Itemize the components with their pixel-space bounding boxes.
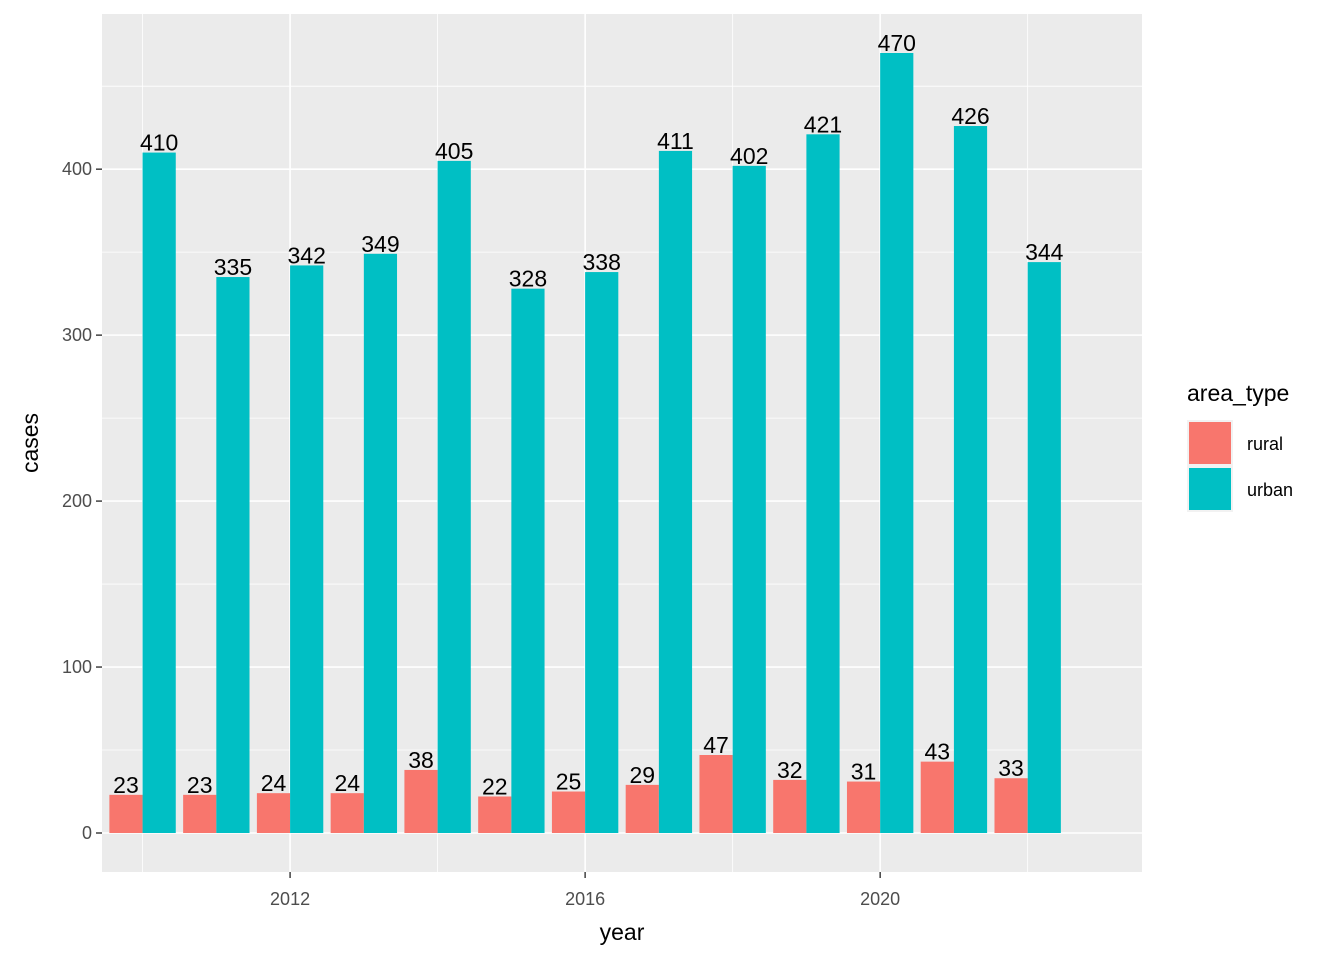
data-label-rural: 33 (998, 755, 1024, 781)
data-label-urban: 405 (435, 138, 473, 164)
y-tick-label: 200 (62, 491, 92, 511)
y-tick-label: 300 (62, 325, 92, 345)
x-axis-title: year (600, 919, 645, 945)
x-tick-label: 2016 (565, 889, 605, 909)
legend-key-rural (1189, 422, 1231, 464)
legend-key-urban (1189, 468, 1231, 510)
bar-rural (699, 755, 733, 833)
data-label-rural: 23 (113, 772, 139, 798)
bar-urban (880, 53, 914, 833)
x-tick-label: 2020 (860, 889, 900, 909)
bar-rural (183, 794, 217, 833)
data-label-rural: 22 (482, 773, 508, 799)
legend-title: area_type (1187, 380, 1289, 406)
bar-rural (846, 781, 881, 833)
bar-rural (256, 793, 291, 833)
data-label-urban: 335 (214, 254, 252, 280)
bar-urban (732, 165, 766, 833)
bar-urban (290, 265, 324, 833)
data-label-urban: 344 (1025, 239, 1064, 265)
x-axis: 2012 2016 2020 (270, 872, 900, 909)
bar-urban (142, 152, 176, 833)
data-label-rural: 38 (408, 747, 434, 773)
bar-rural (330, 793, 364, 833)
bar-urban (216, 277, 250, 833)
data-label-urban: 411 (657, 128, 694, 154)
y-tick-label: 0 (82, 823, 92, 843)
data-label-urban: 421 (804, 111, 842, 137)
bars (109, 53, 1061, 834)
data-label-urban: 342 (287, 242, 325, 268)
bar-rural (994, 778, 1028, 833)
data-label-urban: 328 (509, 266, 547, 292)
bar-urban (363, 253, 398, 833)
bar-urban (511, 288, 545, 834)
y-tick-label: 400 (62, 159, 92, 179)
bar-urban (437, 160, 471, 834)
data-label-rural: 24 (261, 770, 287, 796)
data-label-urban: 410 (140, 130, 178, 156)
data-label-rural: 23 (187, 772, 213, 798)
data-labels: 23 410 23 335 24 342 24 349 38 405 22 328 25 338 29 411… (113, 30, 1063, 799)
bar-rural (551, 791, 586, 833)
data-label-rural: 32 (777, 757, 803, 783)
data-label-rural: 47 (703, 732, 729, 758)
data-label-urban: 470 (878, 30, 916, 56)
bar-rural (920, 761, 954, 833)
bar-rural (404, 769, 438, 833)
data-label-urban: 338 (583, 249, 621, 275)
y-tick-label: 100 (62, 657, 92, 677)
bar-urban (658, 150, 693, 833)
legend-label-rural: rural (1247, 434, 1283, 454)
data-label-rural: 29 (629, 762, 655, 788)
data-label-rural: 24 (334, 770, 360, 796)
data-label-rural: 43 (925, 739, 951, 765)
data-label-rural: 31 (851, 759, 877, 785)
bar-urban (953, 126, 988, 833)
data-label-urban: 426 (951, 103, 989, 129)
bar-urban (585, 272, 619, 833)
data-label-urban: 349 (361, 231, 399, 257)
bar-urban (806, 134, 840, 833)
legend-label-urban: urban (1247, 480, 1293, 500)
bar-rural (773, 779, 807, 833)
bar-rural (625, 784, 659, 833)
legend: area_type rural urban (1187, 380, 1293, 512)
bar-rural (109, 794, 143, 833)
data-label-urban: 402 (730, 143, 768, 169)
x-tick-label: 2012 (270, 889, 310, 909)
y-axis-title: cases (17, 413, 43, 473)
data-label-rural: 25 (556, 769, 582, 795)
bar-rural (478, 796, 512, 833)
bar-urban (1027, 262, 1061, 833)
y-axis: 0 100 200 300 400 (62, 159, 102, 843)
